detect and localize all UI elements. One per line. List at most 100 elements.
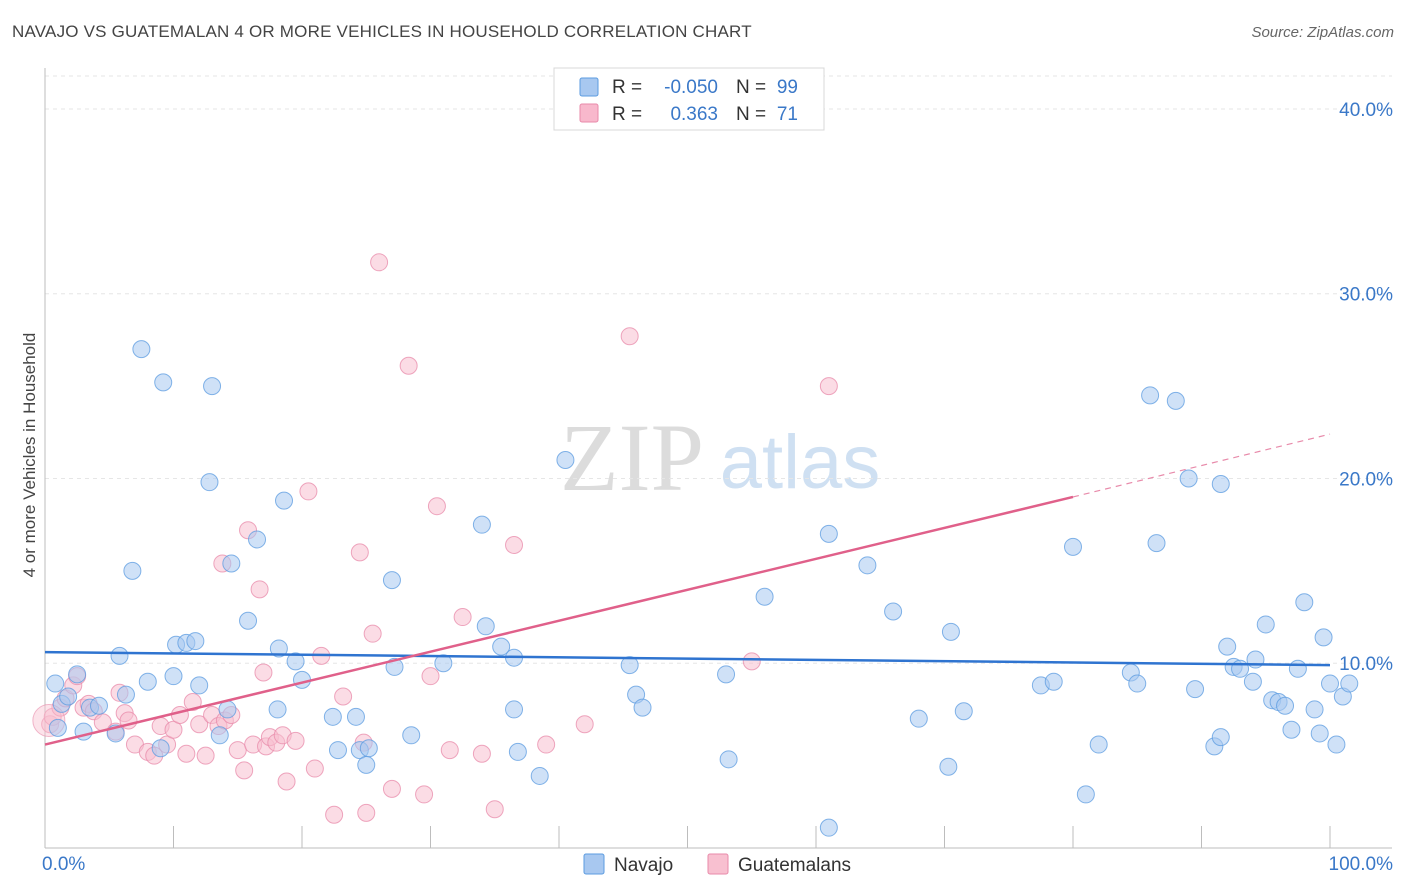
navajo-point <box>123 561 142 580</box>
guatemalans-point <box>357 803 376 822</box>
guatemalans-point <box>620 327 639 346</box>
legend-bottom-swatch-guatemalans <box>707 853 729 875</box>
navajo-point <box>239 611 258 630</box>
navajo-point <box>293 670 311 689</box>
navajo-point <box>472 515 491 534</box>
navajo-point <box>154 373 173 392</box>
navajo-point <box>505 700 524 719</box>
navajo-point <box>1231 659 1250 678</box>
navajo-point <box>200 473 219 492</box>
guatemalans-point <box>235 761 254 780</box>
navajo-point <box>222 554 241 573</box>
navajo-point <box>1314 628 1333 647</box>
navajo-point <box>385 657 404 676</box>
legend-n-value-navajo: 99 <box>777 77 798 98</box>
navajo-point <box>858 556 877 575</box>
navajo-point <box>269 639 288 658</box>
navajo-point <box>530 766 549 785</box>
navajo-point <box>268 700 287 719</box>
gridlines <box>45 75 1392 664</box>
navajo-point <box>190 676 209 695</box>
navajo-point <box>1211 728 1230 747</box>
navajo-point <box>68 665 87 684</box>
guatemalans-point <box>399 356 418 375</box>
legend-r-value-navajo: -0.050 <box>664 77 718 98</box>
guatemalans-point <box>350 543 369 562</box>
navajo-point <box>359 739 378 758</box>
guatemalans-point <box>254 663 273 682</box>
navajo-point <box>203 377 222 396</box>
guatemalans-point <box>505 535 524 554</box>
navajo-point <box>357 755 376 774</box>
navajo-points <box>46 340 1359 837</box>
guatemalans-point <box>575 715 594 734</box>
navajo-point <box>1282 720 1301 739</box>
guatemalans-point <box>415 785 434 804</box>
legend-r-value-guatemalans: 0.363 <box>670 104 718 125</box>
navajo-point <box>884 602 903 621</box>
y-tick-label: 30.0% <box>1339 285 1393 306</box>
guatemalans-point <box>421 667 440 686</box>
navajo-point <box>275 491 294 510</box>
guatemalans-point <box>334 687 353 706</box>
navajo-point <box>59 687 78 706</box>
guatemalans-point <box>325 805 344 824</box>
navajo-point <box>909 709 928 728</box>
guatemalans-point <box>299 482 318 501</box>
guatemalans-points <box>32 253 838 824</box>
navajo-point <box>819 524 838 543</box>
navajo-point <box>1064 537 1082 556</box>
axes <box>44 68 1392 849</box>
navajo-point <box>1147 534 1166 553</box>
chart-source: Source: ZipAtlas.com <box>1251 24 1394 41</box>
watermark-atlas: atlas <box>720 420 881 505</box>
legend-n-value-guatemalans: 71 <box>777 104 798 125</box>
legend-r-label-guatemalans: R = <box>612 104 642 125</box>
guatemalans-point <box>190 715 209 734</box>
navajo-point <box>1276 696 1295 715</box>
legend-bottom-label-navajo: Navajo <box>614 855 673 876</box>
navajo-point <box>110 646 129 665</box>
legend-n-label-guatemalans: N = <box>736 104 766 125</box>
guatemalans-point <box>250 580 269 599</box>
guatemalans-point <box>453 608 472 627</box>
guatemalans-point <box>472 744 491 763</box>
navajo-point <box>286 652 305 671</box>
guatemalans-point <box>440 741 459 760</box>
guatemalans-point <box>196 746 215 765</box>
guatemalans-point <box>277 772 296 791</box>
navajo-point <box>819 818 838 837</box>
guatemalans-point <box>363 624 382 643</box>
navajo-point <box>1211 475 1230 494</box>
guatemalans-point <box>819 377 838 396</box>
navajo-point <box>1321 674 1339 693</box>
y-tick-label: 20.0% <box>1339 469 1393 490</box>
legend-n-label-navajo: N = <box>736 77 766 98</box>
guatemalans-point <box>382 779 401 798</box>
guatemalans-point <box>742 652 761 671</box>
navajo-point <box>939 757 958 776</box>
guatemalans-point <box>370 253 389 272</box>
navajo-point <box>248 530 267 549</box>
navajo-point <box>633 698 652 717</box>
guatemalans-point <box>183 693 202 712</box>
guatemalans-point <box>427 497 446 516</box>
guatemalans-point <box>305 759 324 778</box>
legend-bottom-swatch-navajo <box>583 853 605 875</box>
navajo-point <box>1340 674 1359 693</box>
y-tick-label: 10.0% <box>1339 654 1393 675</box>
watermark: ZIP atlas <box>560 404 880 511</box>
navajo-point <box>402 726 421 745</box>
navajo-point <box>556 451 575 469</box>
guatemalans-point <box>177 744 196 763</box>
navajo-point <box>1218 637 1237 656</box>
navajo-point <box>46 674 65 693</box>
navajo-point <box>1044 672 1063 691</box>
navajo-point <box>492 637 511 656</box>
navajo-point <box>328 741 347 760</box>
legend-swatch-guatemalans <box>579 103 599 123</box>
navajo-point <box>186 632 205 651</box>
navajo-point <box>218 700 237 719</box>
guatemalans-trend-line <box>44 495 1074 746</box>
navajo-point <box>1310 724 1329 743</box>
